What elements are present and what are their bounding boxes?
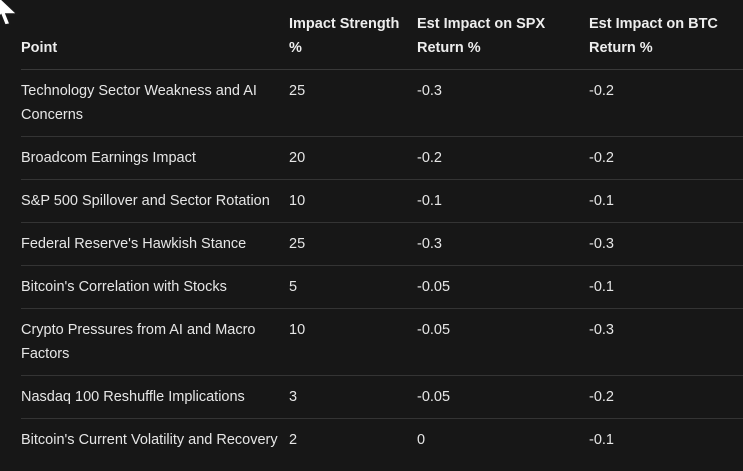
cell-impact-strength: 3 <box>289 375 417 419</box>
cell-impact-strength: 25 <box>289 222 417 266</box>
cell-point: Broadcom Earnings Impact <box>21 136 289 180</box>
cell-btc-return: -0.1 <box>589 179 743 223</box>
cell-impact-strength: 20 <box>289 136 417 180</box>
column-header-impact-strength: Impact Strength % <box>289 0 417 70</box>
impact-analysis-table: Point Impact Strength % Est Impact on SP… <box>21 0 743 461</box>
cell-btc-return: -0.2 <box>589 136 743 180</box>
cell-impact-strength: 25 <box>289 69 417 137</box>
arrow-cursor-icon <box>0 0 19 25</box>
table-row: Bitcoin's Current Volatility and Recover… <box>21 419 743 462</box>
column-header-btc-return: Est Impact on BTC Return % <box>589 0 743 70</box>
cell-point: Federal Reserve's Hawkish Stance <box>21 222 289 266</box>
table-body: Technology Sector Weakness and AI Concer… <box>21 69 743 462</box>
table-row: Federal Reserve's Hawkish Stance 25 -0.3… <box>21 222 743 266</box>
table-row: Crypto Pressures from AI and Macro Facto… <box>21 308 743 376</box>
cell-spx-return: -0.1 <box>417 179 589 223</box>
cell-btc-return: -0.1 <box>589 265 743 309</box>
table-row: Nasdaq 100 Reshuffle Implications 3 -0.0… <box>21 375 743 419</box>
cell-point: Nasdaq 100 Reshuffle Implications <box>21 375 289 419</box>
cell-point: Crypto Pressures from AI and Macro Facto… <box>21 308 289 376</box>
cell-spx-return: -0.05 <box>417 265 589 309</box>
cell-spx-return: 0 <box>417 432 426 448</box>
cell-spx-return: -0.3 <box>417 69 589 137</box>
table-header-row: Point Impact Strength % Est Impact on SP… <box>21 0 743 70</box>
table-row: Bitcoin's Correlation with Stocks 5 -0.0… <box>21 265 743 309</box>
cell-point: S&P 500 Spillover and Sector Rotation <box>21 179 289 223</box>
cell-impact-strength: 10 <box>289 308 417 376</box>
cell-spx-return: -0.05 <box>417 375 589 419</box>
cell-spx-return: -0.3 <box>417 222 589 266</box>
column-header-point: Point <box>21 0 289 70</box>
cell-spx-return: -0.2 <box>417 136 589 180</box>
cell-impact-strength: 10 <box>289 179 417 223</box>
cell-impact-strength: 2 <box>289 432 298 448</box>
cell-btc-return: -0.3 <box>589 222 743 266</box>
table-row: Broadcom Earnings Impact 20 -0.2 -0.2 <box>21 136 743 180</box>
table-row: Technology Sector Weakness and AI Concer… <box>21 69 743 137</box>
cell-btc-return: -0.1 <box>589 432 614 448</box>
cell-impact-strength: 5 <box>289 265 417 309</box>
cell-btc-return: -0.2 <box>589 375 743 419</box>
cell-spx-return: -0.05 <box>417 308 589 376</box>
cell-point: Bitcoin's Correlation with Stocks <box>21 265 289 309</box>
table-header: Point Impact Strength % Est Impact on SP… <box>21 0 743 70</box>
cell-point: Bitcoin's Current Volatility and Recover… <box>21 432 278 448</box>
cell-btc-return: -0.3 <box>589 308 743 376</box>
column-header-spx-return: Est Impact on SPX Return % <box>417 0 589 70</box>
cell-btc-return: -0.2 <box>589 69 743 137</box>
cell-point: Technology Sector Weakness and AI Concer… <box>21 69 289 137</box>
table-row: S&P 500 Spillover and Sector Rotation 10… <box>21 179 743 223</box>
